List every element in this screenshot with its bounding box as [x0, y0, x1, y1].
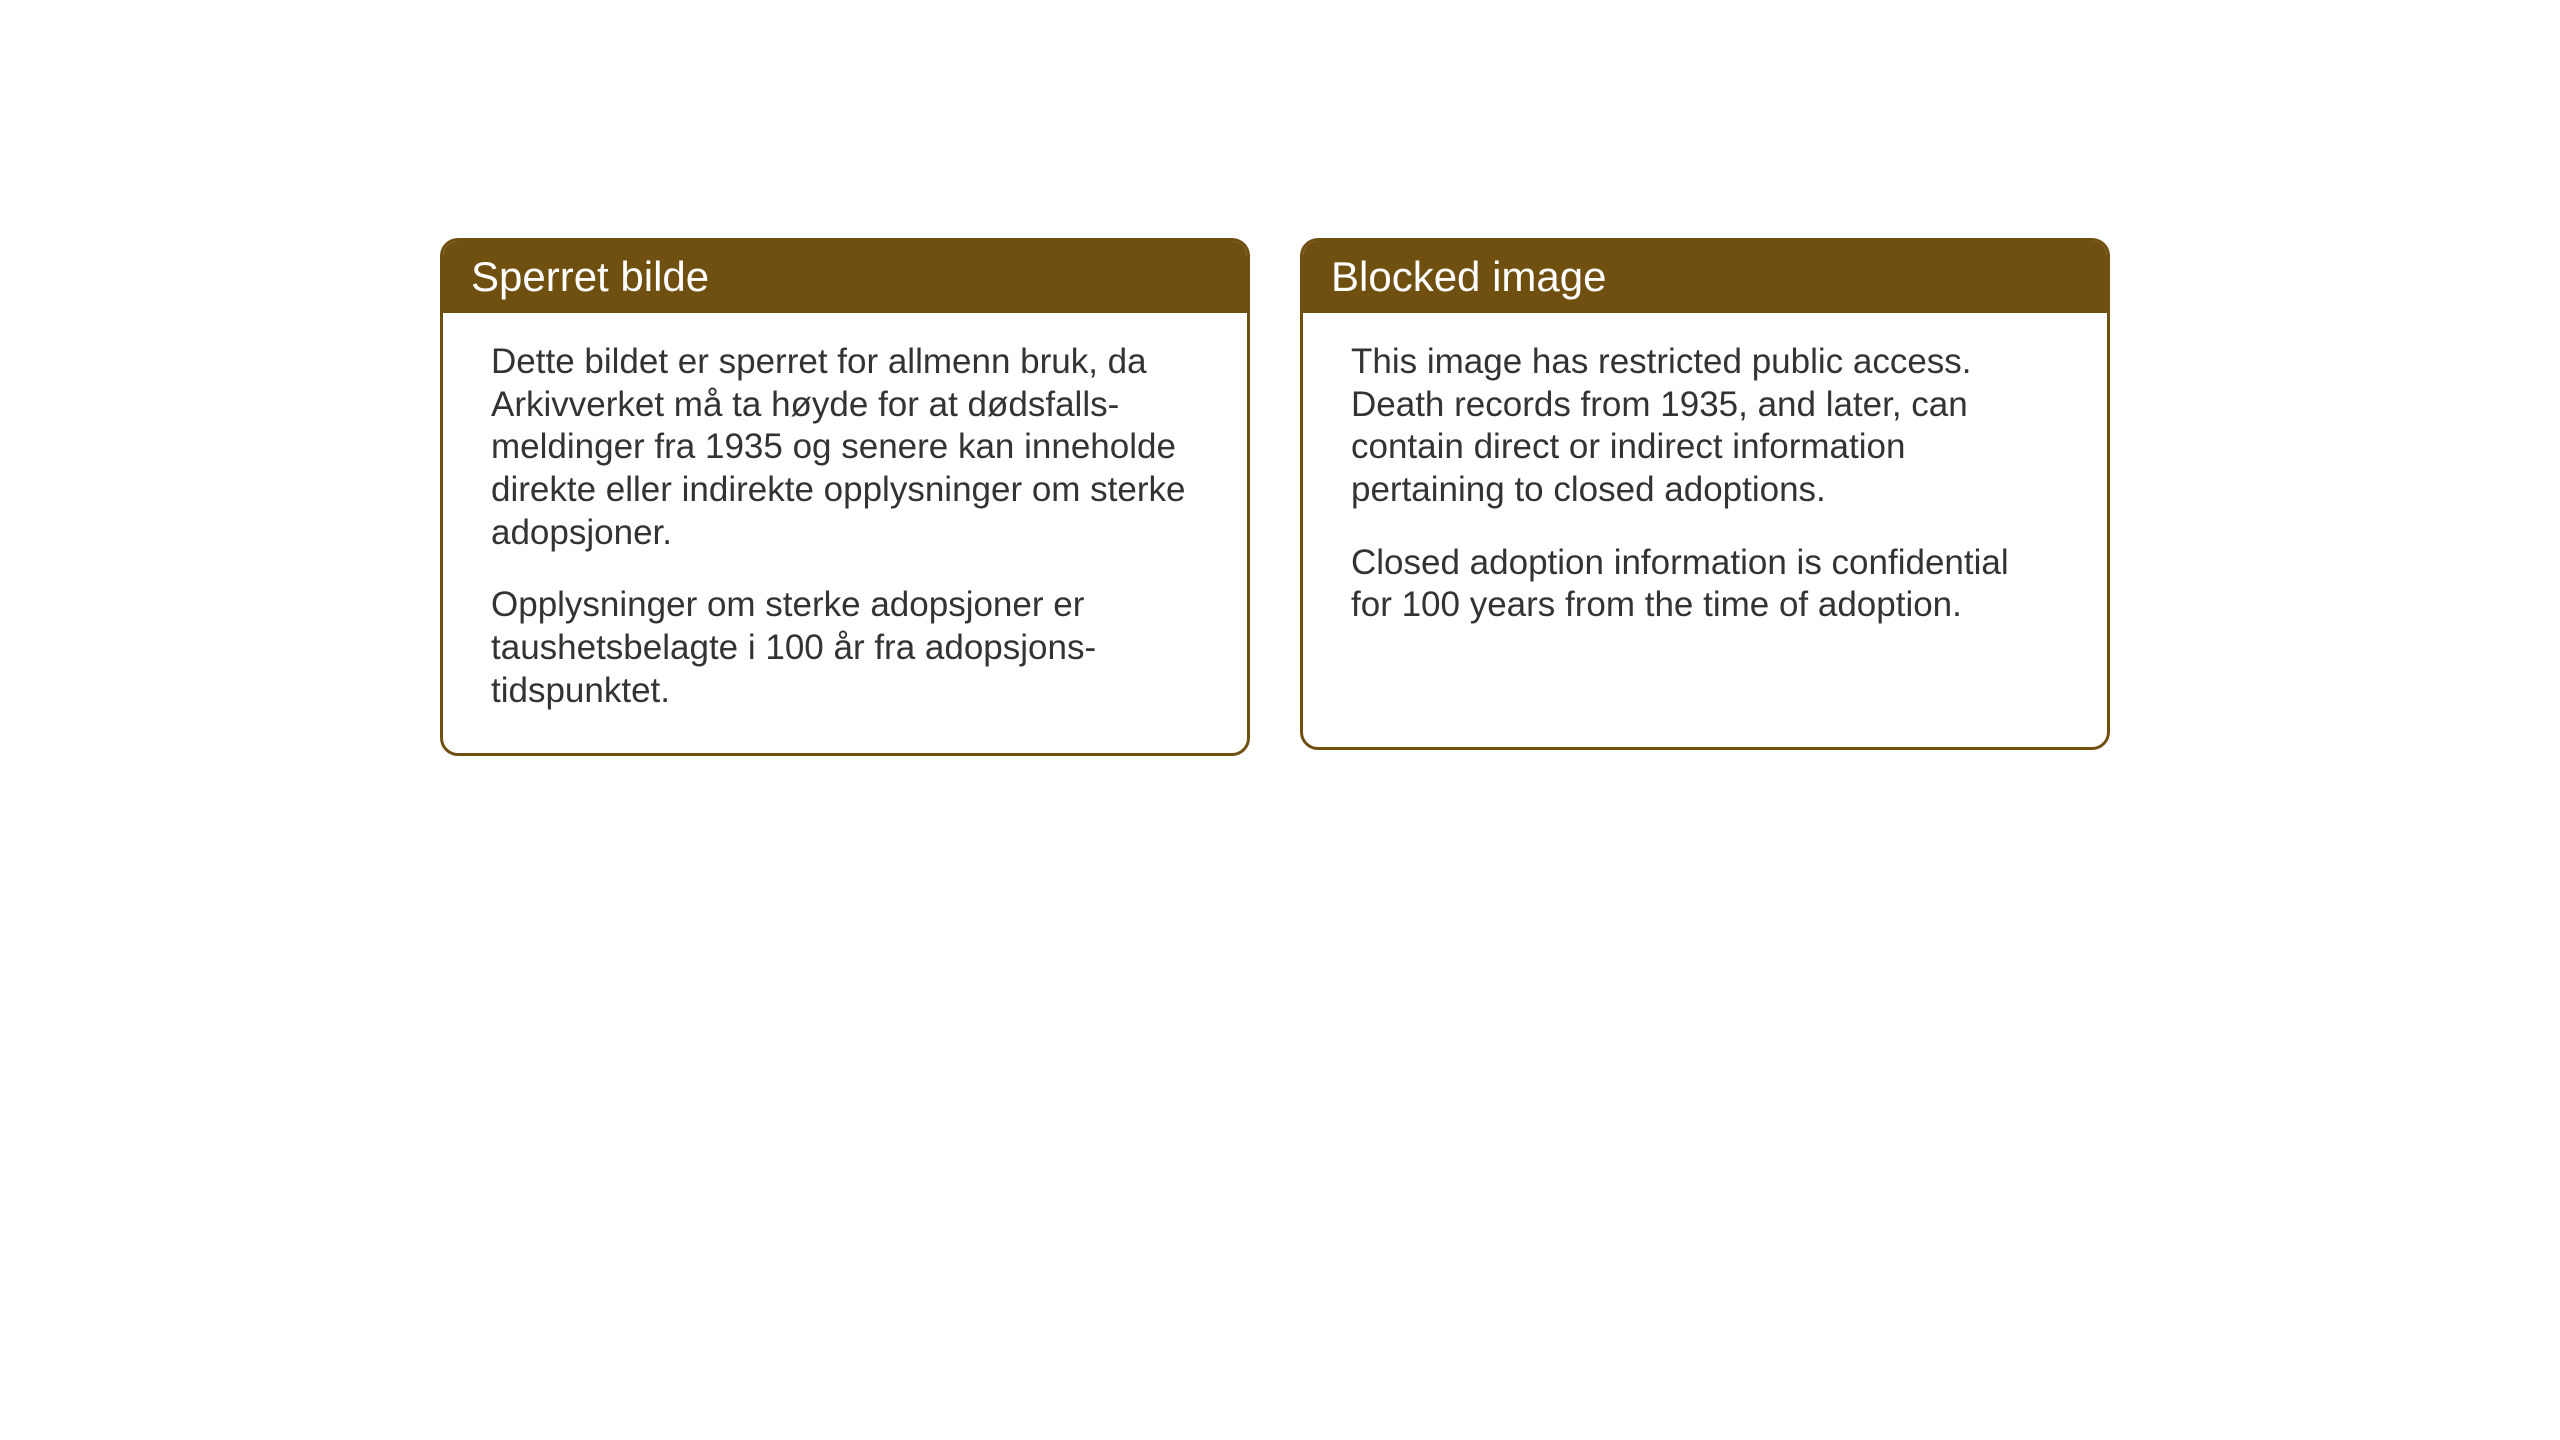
para1-norwegian: Dette bildet er sperret for allmenn bruk… — [491, 341, 1199, 554]
card-body-english: This image has restricted public access.… — [1303, 313, 2107, 667]
card-title-english: Blocked image — [1331, 253, 1606, 300]
card-body-norwegian: Dette bildet er sperret for allmenn bruk… — [443, 313, 1247, 753]
card-norwegian: Sperret bilde Dette bildet er sperret fo… — [440, 238, 1250, 756]
card-english: Blocked image This image has restricted … — [1300, 238, 2110, 750]
card-title-norwegian: Sperret bilde — [471, 253, 709, 300]
card-header-norwegian: Sperret bilde — [443, 241, 1247, 313]
notice-container: Sperret bilde Dette bildet er sperret fo… — [440, 238, 2110, 756]
para2-english: Closed adoption information is confident… — [1351, 542, 2059, 627]
card-header-english: Blocked image — [1303, 241, 2107, 313]
para2-norwegian: Opplysninger om sterke adopsjoner er tau… — [491, 584, 1199, 712]
para1-english: This image has restricted public access.… — [1351, 341, 2059, 512]
